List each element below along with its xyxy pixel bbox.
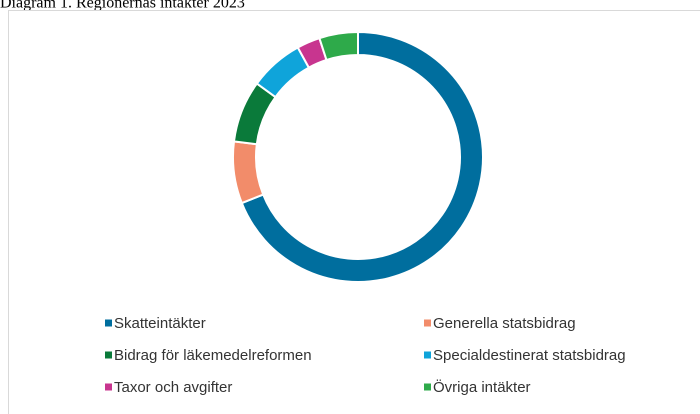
chart-title: Diagram 1. Regionernas intäkter 2023 [0, 0, 245, 12]
legend-swatch [105, 383, 112, 391]
donut-segment [232, 140, 265, 205]
legend-label: Generella statsbidrag [433, 315, 576, 332]
legend-label: Skatteintäkter [114, 315, 206, 332]
legend-label: Specialdestinerat statsbidrag [433, 347, 626, 364]
legend-swatch [424, 319, 431, 327]
donut-segment [240, 30, 484, 283]
donut-segment [318, 30, 359, 62]
legend-swatch [105, 351, 112, 359]
legend-swatch [424, 383, 431, 391]
legend-label: Taxor och avgifter [114, 379, 232, 396]
legend-swatch [105, 319, 112, 327]
chart-frame [8, 10, 700, 414]
legend-swatch [424, 351, 431, 359]
legend-label: Övriga intäkter [433, 378, 531, 396]
legend-label: Bidrag för läkemedelreformen [114, 347, 312, 364]
